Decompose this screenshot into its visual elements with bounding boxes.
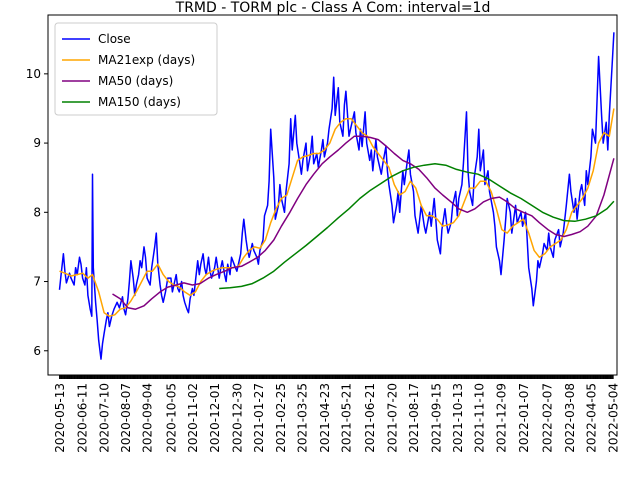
series-line-0 bbox=[58, 32, 615, 360]
series-line-3 bbox=[219, 163, 615, 290]
legend-label: MA50 (days) bbox=[98, 74, 173, 88]
x-tick-label: 2021-04-23 bbox=[318, 383, 332, 453]
y-tick-label: 7 bbox=[33, 275, 41, 289]
legend: Close MA21exp (days) MA50 (days) MA150 (day… bbox=[54, 22, 218, 116]
x-tick-label: 2020-11-02 bbox=[186, 383, 200, 453]
x-tick-label: 2021-10-13 bbox=[451, 383, 465, 453]
legend-label: MA150 (days) bbox=[98, 95, 181, 109]
legend-box bbox=[54, 22, 218, 116]
x-tick-label: 2020-06-11 bbox=[75, 383, 89, 453]
x-tick-label: 2021-12-09 bbox=[495, 383, 509, 453]
x-tick-label: 2020-12-30 bbox=[230, 383, 244, 453]
legend-label: Close bbox=[98, 32, 131, 46]
x-tick-label: 2021-05-21 bbox=[339, 383, 353, 453]
x-tick-label: 2020-05-13 bbox=[53, 383, 67, 453]
x-tick-label: 2020-12-01 bbox=[208, 383, 222, 453]
x-tick-label: 2021-01-27 bbox=[252, 383, 266, 453]
x-tick-label: 2022-02-07 bbox=[541, 383, 555, 453]
y-tick-label: 6 bbox=[33, 344, 41, 358]
x-tick-label: 2022-03-08 bbox=[563, 383, 577, 453]
y-tick-label: 10 bbox=[26, 67, 41, 81]
x-tick-label: 2021-09-15 bbox=[429, 383, 443, 453]
y-tick-label: 8 bbox=[33, 205, 41, 219]
x-tick-label: 2022-01-07 bbox=[517, 383, 531, 453]
x-tick-label: 2021-03-25 bbox=[296, 383, 310, 453]
x-tick-label: 2020-10-05 bbox=[164, 383, 178, 453]
y-tick-label: 9 bbox=[33, 136, 41, 150]
series-line-1 bbox=[59, 108, 615, 317]
x-tick-label: 2020-09-04 bbox=[141, 383, 155, 453]
x-tick-label: 2020-07-10 bbox=[98, 383, 112, 453]
x-tick-label: 2020-08-07 bbox=[119, 383, 133, 453]
series-line-2 bbox=[112, 135, 615, 310]
x-tick-label: 2021-06-21 bbox=[363, 383, 377, 453]
chart-title: TRMD - TORM plc - Class A Com: interval=… bbox=[175, 0, 491, 16]
legend-label: MA21exp (days) bbox=[98, 53, 195, 67]
x-tick-label: 2021-07-20 bbox=[386, 383, 400, 453]
x-tick-label: 2021-11-10 bbox=[472, 383, 486, 453]
x-axis: 2020-05-13 2020-06-11 2020-07-10 2020-08-07… bbox=[53, 375, 621, 453]
x-tick-label: 2021-08-17 bbox=[407, 383, 421, 453]
x-tick-label: 2022-04-05 bbox=[584, 383, 598, 453]
x-tick-label: 2021-02-25 bbox=[274, 383, 288, 453]
y-axis: 6 7 8 9 10 bbox=[26, 67, 48, 358]
plot-lines bbox=[58, 32, 615, 360]
x-tick-label: 2022-05-04 bbox=[607, 383, 621, 453]
